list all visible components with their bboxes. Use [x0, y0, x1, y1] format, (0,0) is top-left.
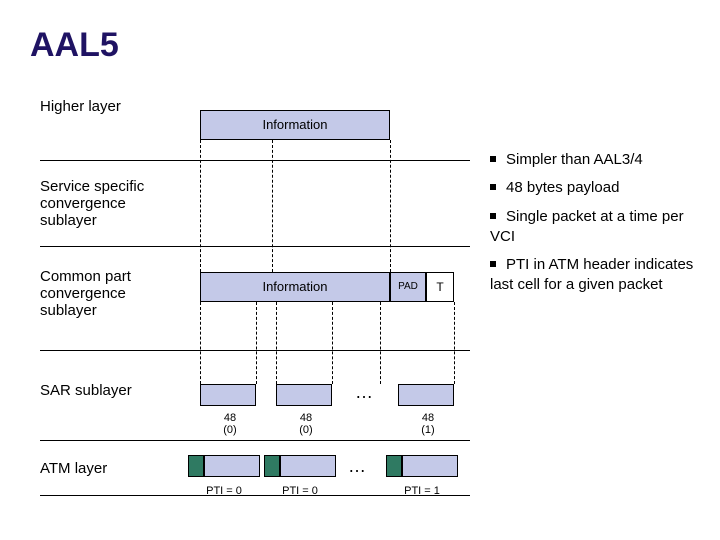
- atm-payload-1: [280, 455, 336, 477]
- trailer-box: T: [426, 272, 454, 302]
- info-box-lower: Information: [200, 272, 390, 302]
- info-box-upper: Information: [200, 110, 390, 140]
- sar-cell-label-0: 48 (0): [210, 412, 250, 436]
- layer-label-cpcs: Common part convergence sublayer: [40, 268, 200, 319]
- dash-6: [332, 302, 333, 384]
- dash-7: [380, 302, 381, 384]
- hline-0: [40, 160, 470, 161]
- layer-label-higher: Higher layer: [40, 98, 200, 115]
- sar-cell-2: [398, 384, 454, 406]
- dash-1: [272, 140, 273, 272]
- atm-header-0: [188, 455, 204, 477]
- note-item: Simpler than AAL3/4: [490, 150, 700, 170]
- dash-8: [454, 302, 455, 384]
- layer-label-sscs: Service specific convergence sublayer: [40, 178, 200, 229]
- dash-5: [276, 302, 277, 384]
- pti-label-0: PTI = 0: [194, 485, 254, 497]
- ellipsis-sar: …: [355, 382, 373, 403]
- pti-label-1: PTI = 0: [270, 485, 330, 497]
- note-item: Single packet at a time per VCI: [490, 207, 700, 248]
- hline-3: [40, 440, 470, 441]
- bullet-icon: [490, 184, 496, 190]
- sar-cell-1: [276, 384, 332, 406]
- pad-box: PAD: [390, 272, 426, 302]
- ellipsis-atm: …: [348, 456, 366, 477]
- note-text: PTI in ATM header indicates last cell fo…: [490, 256, 693, 293]
- layer-label-sar: SAR sublayer: [40, 382, 200, 399]
- hline-1: [40, 246, 470, 247]
- page-title: AAL5: [30, 26, 119, 65]
- bullet-icon: [490, 156, 496, 162]
- sar-cell-label-1: 48 (0): [286, 412, 326, 436]
- atm-payload-2: [402, 455, 458, 477]
- bullet-icon: [490, 261, 496, 267]
- notes-list: Simpler than AAL3/4 48 bytes payload Singl…: [490, 150, 700, 304]
- note-text: Single packet at a time per VCI: [490, 208, 684, 245]
- atm-header-1: [264, 455, 280, 477]
- hline-2: [40, 350, 470, 351]
- dash-0: [200, 140, 201, 272]
- atm-payload-0: [204, 455, 260, 477]
- note-text: Simpler than AAL3/4: [506, 151, 643, 168]
- sar-cell-label-2: 48 (1): [408, 412, 448, 436]
- pti-label-2: PTI = 1: [392, 485, 452, 497]
- dash-2: [390, 140, 391, 272]
- atm-header-2: [386, 455, 402, 477]
- note-item: PTI in ATM header indicates last cell fo…: [490, 255, 700, 296]
- bullet-icon: [490, 213, 496, 219]
- dash-4: [256, 302, 257, 384]
- layer-label-atm: ATM layer: [40, 460, 200, 477]
- dash-3: [200, 302, 201, 384]
- note-text: 48 bytes payload: [506, 179, 619, 196]
- sar-cell-0: [200, 384, 256, 406]
- note-item: 48 bytes payload: [490, 178, 700, 198]
